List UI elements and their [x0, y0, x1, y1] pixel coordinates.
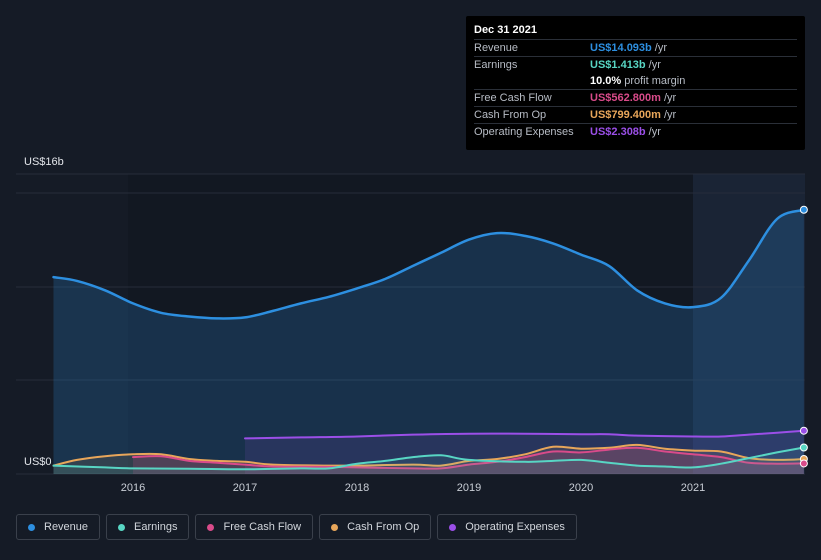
earnings-area — [53, 447, 804, 474]
tooltip-unit: /yr — [654, 42, 667, 54]
legend-item-cash-from-op[interactable]: Cash From Op — [319, 514, 432, 540]
operating-expenses-line — [244, 429, 805, 440]
tooltip-label — [474, 73, 590, 89]
legend-item-revenue[interactable]: Revenue — [16, 514, 101, 540]
revenue-dot-icon — [28, 523, 35, 531]
tooltip-unit: /yr — [663, 92, 677, 104]
earnings-dot-icon — [118, 523, 126, 531]
tooltip-row-earnings: Earnings US$1.413b /yr — [474, 56, 797, 73]
x-tick-label: 2016 — [120, 482, 146, 494]
legend: Revenue Earnings Free Cash Flow Cash Fro… — [16, 514, 583, 540]
legend-item-free-cash-flow[interactable]: Free Cash Flow — [195, 514, 314, 540]
legend-label: Earnings — [134, 521, 178, 533]
tooltip-unit: /yr — [648, 59, 661, 71]
tooltip-unit: profit margin — [624, 75, 686, 87]
earnings-line — [52, 446, 805, 471]
cash-from-op-line — [52, 443, 805, 467]
revenue-area — [53, 209, 804, 475]
tooltip-label: Earnings — [474, 59, 518, 71]
tooltip-row-cash-from-op: Cash From Op US$799.400m /yr — [474, 106, 797, 123]
tooltip-label: Cash From Op — [474, 109, 547, 121]
tooltip-row-profit-margin: 10.0% profit margin — [474, 73, 797, 89]
y-axis-top-label: US$16b — [24, 156, 64, 168]
x-tick-label: 2021 — [680, 482, 706, 494]
past-period-band — [128, 174, 693, 474]
tooltip-row-operating-expenses: Operating Expenses US$2.308b /yr — [474, 123, 797, 140]
earnings-end-point — [799, 443, 808, 452]
cash-from-op-dot-icon — [331, 523, 339, 531]
operating-expenses-dot-icon — [449, 523, 457, 531]
free-cash-flow-end-point — [799, 459, 808, 468]
tooltip-value: 10.0% — [590, 75, 622, 87]
legend-item-earnings[interactable]: Earnings — [106, 514, 190, 540]
chart-area — [16, 173, 808, 475]
legend-label: Operating Expenses — [465, 521, 565, 533]
x-tick-label: 2018 — [344, 482, 370, 494]
operating-expenses-area — [245, 430, 804, 474]
revenue-line — [52, 208, 806, 320]
tooltip-unit: /yr — [648, 126, 661, 138]
tooltip: Dec 31 2021 Revenue US$14.093b /yr Earni… — [466, 16, 805, 150]
legend-item-operating-expenses[interactable]: Operating Expenses — [437, 514, 577, 540]
tooltip-value: US$799.400m — [590, 109, 661, 121]
tooltip-label: Free Cash Flow — [474, 92, 552, 104]
tooltip-row-revenue: Revenue US$14.093b /yr — [474, 39, 797, 56]
legend-label: Free Cash Flow — [223, 521, 302, 533]
tooltip-label: Revenue — [474, 42, 519, 54]
tooltip-label: Operating Expenses — [474, 126, 574, 138]
tooltip-unit: /yr — [663, 109, 677, 121]
operating-expenses-end-point — [799, 426, 808, 435]
highlight-period-band — [693, 174, 805, 474]
legend-label: Revenue — [44, 521, 89, 533]
x-tick-label: 2017 — [232, 482, 258, 494]
y-axis-zero-label: US$0 — [24, 456, 52, 468]
x-tick-label: 2019 — [456, 482, 482, 494]
legend-label: Cash From Op — [347, 521, 420, 533]
tooltip-value: US$562.800m — [590, 92, 661, 104]
tooltip-value: US$14.093b — [590, 42, 652, 54]
cash-from-op-area — [53, 444, 804, 474]
tooltip-value: US$1.413b — [590, 59, 646, 71]
free-cash-flow-dot-icon — [207, 523, 215, 531]
tooltip-row-free-cash-flow: Free Cash Flow US$562.800m /yr — [474, 89, 797, 106]
revenue-end-point — [799, 205, 808, 214]
x-tick-label: 2020 — [568, 482, 594, 494]
tooltip-value: US$2.308b — [590, 126, 646, 138]
tooltip-date: Dec 31 2021 — [474, 24, 537, 36]
